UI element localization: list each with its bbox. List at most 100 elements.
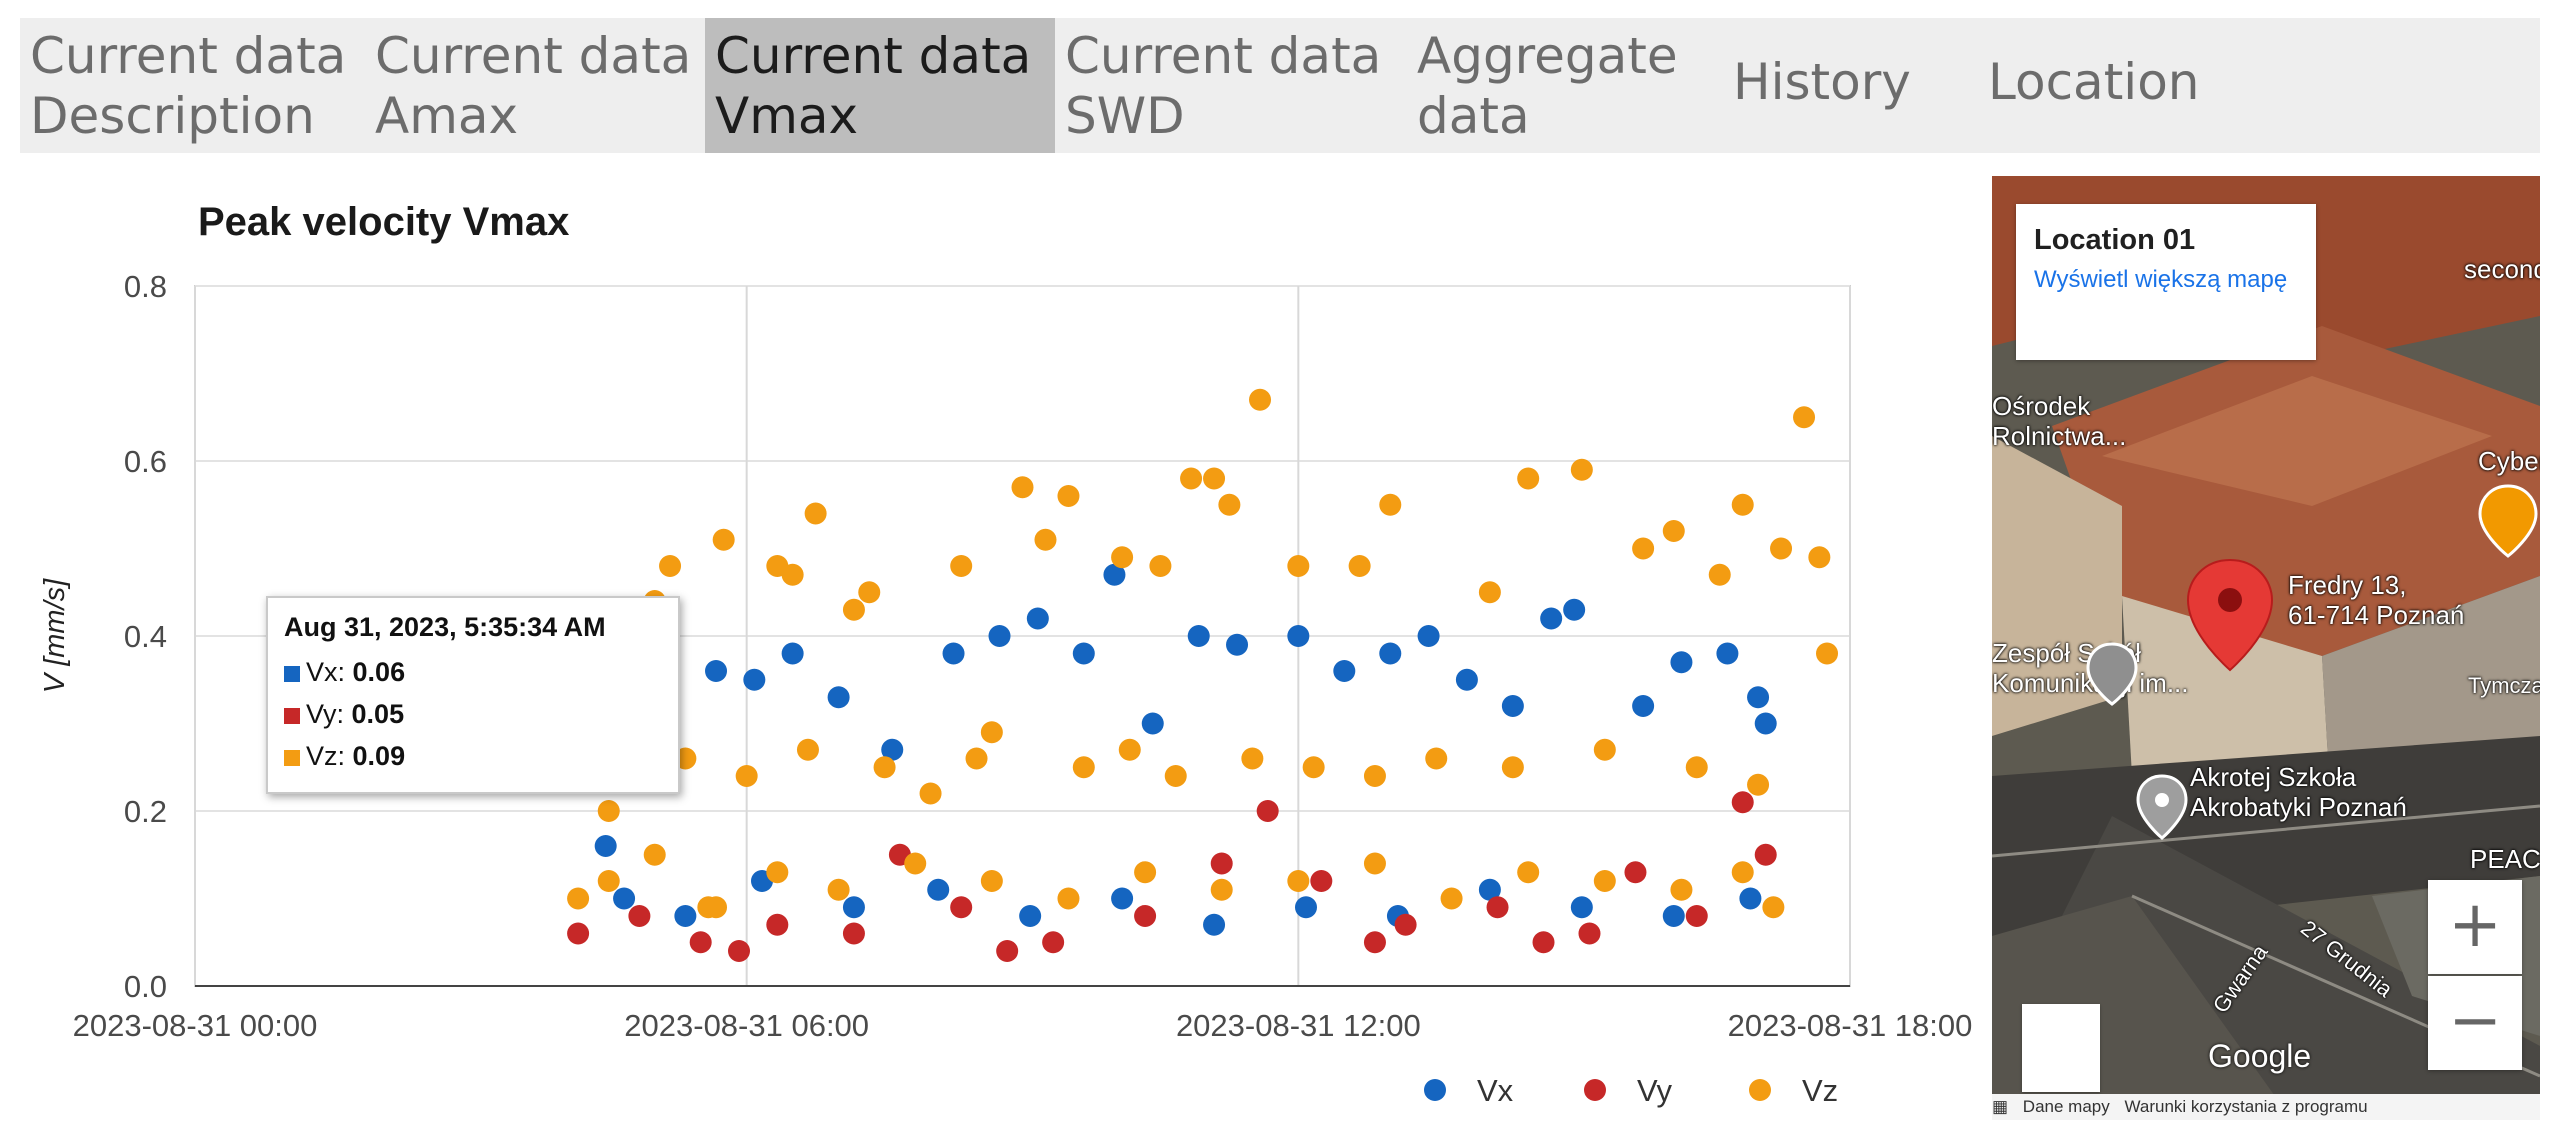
data-point-vy[interactable] xyxy=(567,922,590,945)
data-point-vz[interactable] xyxy=(1249,388,1272,411)
data-point-vz[interactable] xyxy=(597,870,620,892)
data-point-vz[interactable] xyxy=(980,721,1003,744)
data-point-vz[interactable] xyxy=(1478,581,1501,604)
legend-marker-vx[interactable] xyxy=(1424,1079,1446,1101)
data-point-vz[interactable] xyxy=(1593,738,1616,761)
series-vx[interactable] xyxy=(594,563,1777,936)
data-point-vz[interactable] xyxy=(950,555,973,577)
series-vz[interactable] xyxy=(567,388,1839,919)
data-point-vz[interactable] xyxy=(1180,467,1203,490)
data-point-vz[interactable] xyxy=(1379,493,1402,516)
data-point-vx[interactable] xyxy=(705,660,728,682)
data-point-vx[interactable] xyxy=(1287,625,1310,647)
data-point-vy[interactable] xyxy=(996,940,1019,962)
data-point-vz[interactable] xyxy=(919,782,942,805)
data-point-vz[interactable] xyxy=(1517,467,1540,490)
data-point-vz[interactable] xyxy=(1747,773,1770,796)
data-point-vz[interactable] xyxy=(1670,878,1693,901)
data-point-vy[interactable] xyxy=(1310,870,1333,892)
data-point-vz[interactable] xyxy=(1203,467,1226,490)
data-point-vz[interactable] xyxy=(1011,476,1034,499)
chart-legend[interactable]: Vx Vy Vz xyxy=(1424,1073,1838,1108)
data-point-vz[interactable] xyxy=(1057,887,1080,910)
data-point-vx[interactable] xyxy=(781,642,804,665)
data-point-vz[interactable] xyxy=(1118,738,1141,761)
data-point-vy[interactable] xyxy=(1578,922,1601,945)
data-point-vy[interactable] xyxy=(1685,905,1708,927)
data-point-vx[interactable] xyxy=(1501,695,1524,717)
data-point-vz[interactable] xyxy=(1302,756,1325,779)
map-data-link[interactable]: Dane mapy xyxy=(2022,1097,2110,1116)
data-point-vx[interactable] xyxy=(1333,660,1356,682)
data-point-vx[interactable] xyxy=(1294,896,1317,919)
data-point-vz[interactable] xyxy=(1348,555,1371,577)
data-point-vx[interactable] xyxy=(1417,625,1440,647)
data-point-vz[interactable] xyxy=(1816,642,1839,665)
data-point-vz[interactable] xyxy=(1072,756,1095,779)
data-point-vx[interactable] xyxy=(1187,625,1210,647)
data-point-vz[interactable] xyxy=(1731,861,1754,884)
data-point-vx[interactable] xyxy=(1103,563,1126,586)
data-point-vx[interactable] xyxy=(1379,642,1402,665)
data-point-vy[interactable] xyxy=(728,940,751,962)
data-point-vy[interactable] xyxy=(1731,791,1754,814)
data-point-vz[interactable] xyxy=(712,528,735,551)
data-point-vz[interactable] xyxy=(1287,870,1310,892)
tab-location[interactable]: Location xyxy=(1988,53,2200,111)
data-point-vz[interactable] xyxy=(796,738,819,761)
data-point-vz[interactable] xyxy=(842,598,865,621)
data-point-vx[interactable] xyxy=(1570,896,1593,919)
street-view-pegman-icon[interactable] xyxy=(2022,1004,2100,1092)
data-point-vx[interactable] xyxy=(674,905,697,927)
data-point-vz[interactable] xyxy=(1218,493,1241,516)
data-point-vz[interactable] xyxy=(1287,555,1310,577)
legend-label-vz[interactable]: Vz xyxy=(1802,1073,1838,1108)
data-point-vz[interactable] xyxy=(1164,765,1187,787)
data-point-vx[interactable] xyxy=(743,668,766,691)
data-point-vx[interactable] xyxy=(1754,712,1777,735)
data-point-vy[interactable] xyxy=(1486,896,1509,919)
data-point-vz[interactable] xyxy=(1808,546,1831,569)
data-point-vz[interactable] xyxy=(827,878,850,901)
tab-history[interactable]: History xyxy=(1733,53,1911,111)
data-point-vx[interactable] xyxy=(1455,668,1478,691)
data-point-vy[interactable] xyxy=(1754,843,1777,866)
legend-label-vy[interactable]: Vy xyxy=(1637,1073,1673,1108)
data-point-vy[interactable] xyxy=(1042,931,1065,954)
data-point-vx[interactable] xyxy=(1747,686,1770,709)
data-point-vy[interactable] xyxy=(1134,905,1157,927)
data-point-vz[interactable] xyxy=(1517,861,1540,884)
data-point-vx[interactable] xyxy=(1026,607,1049,630)
tab-current-data-swd[interactable]: Current data SWD xyxy=(1065,27,1382,145)
data-point-vz[interactable] xyxy=(659,555,682,577)
zoom-in-button[interactable]: + xyxy=(2428,880,2522,974)
data-point-vz[interactable] xyxy=(1770,537,1793,560)
data-point-vz[interactable] xyxy=(781,563,804,586)
tab-current-data-amax[interactable]: Current data Amax xyxy=(375,27,692,145)
data-point-vz[interactable] xyxy=(1034,528,1057,551)
data-point-vz[interactable] xyxy=(1241,747,1264,770)
tab-current-data-description[interactable]: Current data Description xyxy=(30,27,347,145)
data-point-vx[interactable] xyxy=(1716,642,1739,665)
data-point-vx[interactable] xyxy=(1226,633,1249,656)
data-point-vz[interactable] xyxy=(1057,485,1080,507)
data-point-vy[interactable] xyxy=(1532,931,1555,954)
tab-current-data-vmax[interactable]: Current data Vmax xyxy=(705,18,1055,153)
data-point-vz[interactable] xyxy=(1685,756,1708,779)
data-point-vx[interactable] xyxy=(1141,712,1164,735)
data-point-vx[interactable] xyxy=(613,887,636,910)
data-point-vz[interactable] xyxy=(1593,870,1616,892)
data-point-vx[interactable] xyxy=(1203,913,1226,936)
data-point-vx[interactable] xyxy=(594,835,617,857)
data-points[interactable] xyxy=(567,388,1839,962)
data-point-vx[interactable] xyxy=(1111,887,1134,910)
data-point-vx[interactable] xyxy=(927,878,950,901)
keyboard-shortcuts-icon[interactable]: ▦ xyxy=(1992,1097,2009,1116)
data-point-vx[interactable] xyxy=(942,642,965,665)
data-point-vx[interactable] xyxy=(1662,905,1685,927)
data-point-vz[interactable] xyxy=(1111,546,1134,569)
data-point-vz[interactable] xyxy=(705,896,728,919)
data-point-vy[interactable] xyxy=(689,931,712,954)
data-point-vz[interactable] xyxy=(1632,537,1655,560)
data-point-vz[interactable] xyxy=(1793,406,1816,429)
